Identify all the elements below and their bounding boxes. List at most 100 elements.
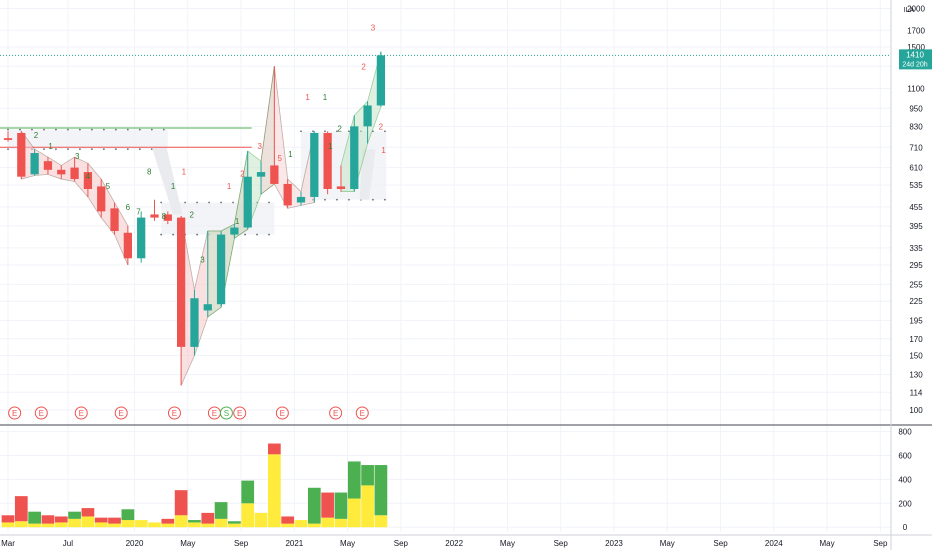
- zone-dot: [172, 233, 175, 236]
- zone-dot: [336, 198, 338, 201]
- candle-body: [310, 132, 319, 197]
- zone-dot: [138, 128, 141, 131]
- volume-bar: [81, 516, 95, 528]
- event-marker-circle: [74, 406, 88, 420]
- volume-bar: [161, 523, 175, 528]
- event-marker-circle: [275, 406, 289, 420]
- sequence-count: 3: [371, 23, 376, 32]
- zone-dot: [348, 130, 350, 133]
- zone-dot: [55, 128, 57, 131]
- candle-body: [70, 167, 79, 180]
- time-tick-label: May: [820, 539, 835, 548]
- event-marker-label: E: [39, 409, 44, 418]
- candle-body: [256, 172, 266, 177]
- time-tick-label: May: [180, 539, 195, 548]
- volume-bar: [374, 465, 388, 516]
- volume-bar: [81, 508, 95, 517]
- price-tick-label: 114: [910, 388, 923, 397]
- zone-dot: [384, 198, 386, 201]
- zone-dot: [150, 128, 153, 131]
- sequence-count: 1: [381, 146, 386, 155]
- event-marker-label: S: [224, 409, 229, 418]
- price-tick-label: 710: [909, 143, 923, 152]
- sequence-count: 1: [323, 93, 328, 102]
- candle-body: [243, 176, 252, 228]
- volume-bar: [228, 521, 241, 524]
- volume-bar: [108, 517, 121, 524]
- volume-bar: [174, 490, 188, 516]
- price-tick-label: 2000: [907, 5, 925, 14]
- price-tick-label: 610: [909, 164, 923, 173]
- volume-tick-label: 800: [898, 428, 912, 437]
- event-marker-label: E: [119, 409, 124, 418]
- candle-body: [57, 169, 66, 175]
- zone-dot: [126, 128, 129, 131]
- volume-bar: [121, 520, 135, 528]
- price-tick-label: 225: [909, 297, 923, 306]
- zone-dot: [102, 148, 105, 151]
- sequence-count: 8: [147, 167, 152, 176]
- event-marker-circle: [219, 406, 233, 420]
- sequence-count: 5: [106, 182, 111, 191]
- volume-bar: [68, 511, 81, 519]
- event-marker-circle: [355, 406, 369, 420]
- volume-bar: [361, 485, 374, 528]
- event-marker-label: E: [79, 409, 84, 418]
- sequence-count: 1: [48, 142, 53, 151]
- event-marker-circle: [114, 406, 128, 420]
- zone-dot: [7, 148, 9, 151]
- zone-dot: [114, 128, 117, 131]
- time-tick-label: 2022: [445, 539, 463, 548]
- time-tick-label: 2024: [765, 539, 783, 548]
- price-tick-label: 335: [909, 244, 923, 253]
- time-tick-label: Jul: [63, 539, 73, 548]
- candle-body: [177, 217, 186, 347]
- zone-dot: [102, 128, 105, 131]
- volume-bar: [201, 523, 215, 528]
- zone-dot: [232, 201, 234, 204]
- sequence-count: 1: [328, 142, 333, 151]
- last-price-badge: [899, 49, 932, 70]
- time-tick-label: Sep: [234, 539, 249, 548]
- volume-tick-label: 200: [898, 499, 912, 508]
- time-tick-label: Mar: [1, 539, 15, 548]
- event-marker-label: E: [212, 409, 217, 418]
- price-tick-label: 295: [909, 261, 923, 270]
- price-tick-label: 1700: [907, 26, 925, 35]
- candle-body: [30, 153, 39, 175]
- zone-dot: [300, 130, 302, 133]
- zone-dot: [160, 233, 163, 236]
- volume-bar: [134, 520, 148, 528]
- zone-dot: [7, 128, 9, 131]
- volume-bar: [228, 523, 241, 528]
- zone-dot: [43, 128, 45, 131]
- volume-bar: [68, 518, 81, 528]
- price-tick-label: 150: [909, 352, 923, 361]
- zone-dot: [312, 130, 314, 133]
- volume-bar: [94, 522, 108, 528]
- volume-bar: [214, 502, 228, 519]
- volume-bar: [1, 515, 15, 523]
- event-marker-circle: [233, 406, 247, 420]
- time-tick-label: Sep: [554, 539, 569, 548]
- volume-bar: [281, 516, 295, 524]
- volume-bar: [148, 522, 161, 528]
- candle-body: [83, 172, 93, 189]
- price-tick-label: 455: [909, 203, 923, 212]
- candle-body: [336, 186, 346, 189]
- sequence-count: 2: [337, 124, 342, 133]
- time-tick-label: May: [500, 539, 515, 548]
- price-tick-label: 195: [909, 316, 923, 325]
- zone-dot: [90, 128, 93, 131]
- volume-bar: [374, 515, 388, 528]
- volume-bar: [188, 522, 201, 528]
- price-tick-label: 100: [909, 406, 923, 415]
- candle-body: [190, 298, 199, 347]
- candle-body: [137, 217, 146, 259]
- zone-dot: [268, 201, 270, 204]
- sequence-count: 2: [34, 131, 39, 140]
- candle-body: [3, 138, 13, 140]
- sequence-count: 8: [162, 212, 167, 221]
